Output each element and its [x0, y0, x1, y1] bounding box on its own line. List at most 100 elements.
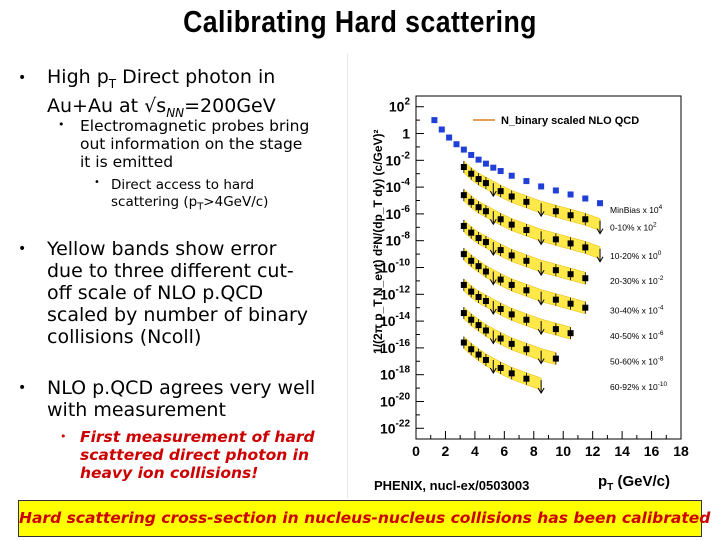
- bullet-dot: •: [60, 430, 67, 443]
- data-point: [508, 281, 515, 288]
- upper-limit-arrow-head: [596, 256, 604, 263]
- y-tick-exponent: -10: [396, 258, 411, 269]
- data-point: [482, 297, 489, 304]
- data-point: [460, 310, 467, 317]
- data-point: [523, 198, 530, 205]
- data-point: [523, 287, 530, 294]
- data-point: [482, 180, 489, 187]
- data-point: [460, 251, 467, 258]
- data-point: [475, 176, 482, 183]
- data-point: [468, 170, 475, 177]
- legend-text: N_binary scaled NLO QCD: [501, 115, 639, 127]
- data-point: [523, 375, 530, 382]
- data-point: [497, 247, 504, 254]
- series-label: 30-40% x 10-4: [610, 305, 664, 316]
- data-point: [508, 370, 515, 377]
- data-point: [460, 339, 467, 346]
- bullet-text: off scale of NLO p.QCD: [47, 282, 264, 304]
- series-label-exponent: 4: [659, 204, 663, 211]
- data-point-minbias: [490, 164, 497, 171]
- bullet-text: Electromagnetic probes bring: [80, 117, 310, 135]
- bullet-text: scattered direct photon in: [80, 446, 310, 464]
- subscript: NN: [166, 105, 185, 120]
- x-tick-label: 16: [644, 443, 660, 459]
- data-point: [523, 316, 530, 323]
- upper-limit-arrow-head: [489, 367, 497, 374]
- chart-svg: 102110-210-410-610-810-1010-1210-1410-16…: [371, 95, 689, 493]
- data-point: [582, 216, 589, 223]
- x-tick-label: 14: [614, 443, 630, 459]
- data-point: [552, 267, 559, 274]
- data-point: [475, 263, 482, 270]
- x-axis-label: pT (GeV/c): [598, 473, 670, 493]
- y-tick-exponent: -22: [396, 418, 411, 429]
- data-point: [475, 293, 482, 300]
- y-tick-label: 10-2: [386, 150, 411, 168]
- bullet-dot: •: [18, 70, 27, 86]
- bullet-text: out information on the stage: [80, 135, 303, 153]
- series-label: 10-20% x 100: [610, 250, 662, 261]
- data-point: [552, 326, 559, 333]
- x-axis-label-sub: T: [607, 482, 613, 493]
- upper-limit-arrow-head: [489, 249, 497, 257]
- bullet-text: it is emitted: [80, 153, 174, 171]
- bullet-text: Au+Au at √s: [47, 94, 167, 117]
- bullet-dot: •: [18, 241, 27, 257]
- data-point: [497, 335, 504, 342]
- data-point: [482, 268, 489, 275]
- bullet-text: Yellow bands show error: [47, 238, 277, 260]
- data-point: [497, 276, 504, 283]
- data-point: [482, 208, 489, 215]
- data-point: [523, 257, 530, 264]
- bullet-electromagnetic-probes: Electromagnetic probes bring out informa…: [80, 117, 309, 171]
- y-tick-exponent: -8: [401, 231, 410, 242]
- series-label-exponent: -10: [658, 381, 668, 388]
- series-label: 20-30% x 10-2: [610, 275, 664, 286]
- data-point: [475, 322, 482, 329]
- data-point: [468, 198, 475, 205]
- data-point: [508, 193, 515, 200]
- data-point-minbias: [497, 168, 504, 175]
- data-point-minbias: [453, 141, 460, 148]
- y-tick-exponent: 2: [404, 97, 410, 108]
- data-point: [468, 288, 475, 295]
- data-point: [552, 236, 559, 243]
- y-tick-label: 10-4: [386, 177, 411, 195]
- y-tick-exponent: -12: [396, 284, 411, 295]
- data-point: [552, 355, 559, 362]
- upper-limit-arrow-head: [489, 308, 497, 315]
- bullet-text: scattering (p: [111, 194, 198, 210]
- data-point: [567, 240, 574, 247]
- bullet-text: with measurement: [47, 399, 226, 421]
- nlo-band: [463, 160, 601, 232]
- data-point: [567, 271, 574, 278]
- data-point: [482, 356, 489, 363]
- bullet-text: heavy ion collisions!: [80, 464, 259, 482]
- bullet-direct-access: Direct access to hard scattering (pT>4Ge…: [111, 177, 268, 216]
- data-point: [475, 235, 482, 242]
- data-point: [460, 222, 467, 229]
- x-axis-label-rest: (GeV/c): [613, 473, 670, 490]
- data-point: [497, 364, 504, 371]
- x-tick-label: 8: [530, 443, 538, 459]
- series-label: 50-60% x 10-8: [610, 356, 664, 367]
- subscript: T: [108, 76, 117, 91]
- upper-limit-arrow-head: [596, 228, 604, 235]
- data-point-minbias: [438, 126, 445, 133]
- data-point-minbias: [475, 156, 482, 163]
- data-point-minbias: [538, 183, 545, 190]
- bullet-text: Direct access to hard: [111, 177, 255, 193]
- upper-limit-arrow-head: [489, 218, 497, 226]
- upper-limit-arrow-head: [537, 328, 545, 336]
- bullet-text: scaled by number of binary: [47, 304, 309, 326]
- data-point-minbias: [446, 134, 453, 141]
- data-point-minbias: [431, 117, 438, 124]
- upper-limit-arrow-head: [537, 210, 545, 218]
- slide-title: Calibrating Hard scattering: [183, 4, 537, 39]
- data-point: [523, 226, 530, 233]
- bullet-text: due to three different cut-: [47, 260, 294, 282]
- data-point: [482, 327, 489, 334]
- data-point: [460, 164, 467, 171]
- bullet-text: High p: [47, 66, 109, 88]
- data-point: [508, 252, 515, 259]
